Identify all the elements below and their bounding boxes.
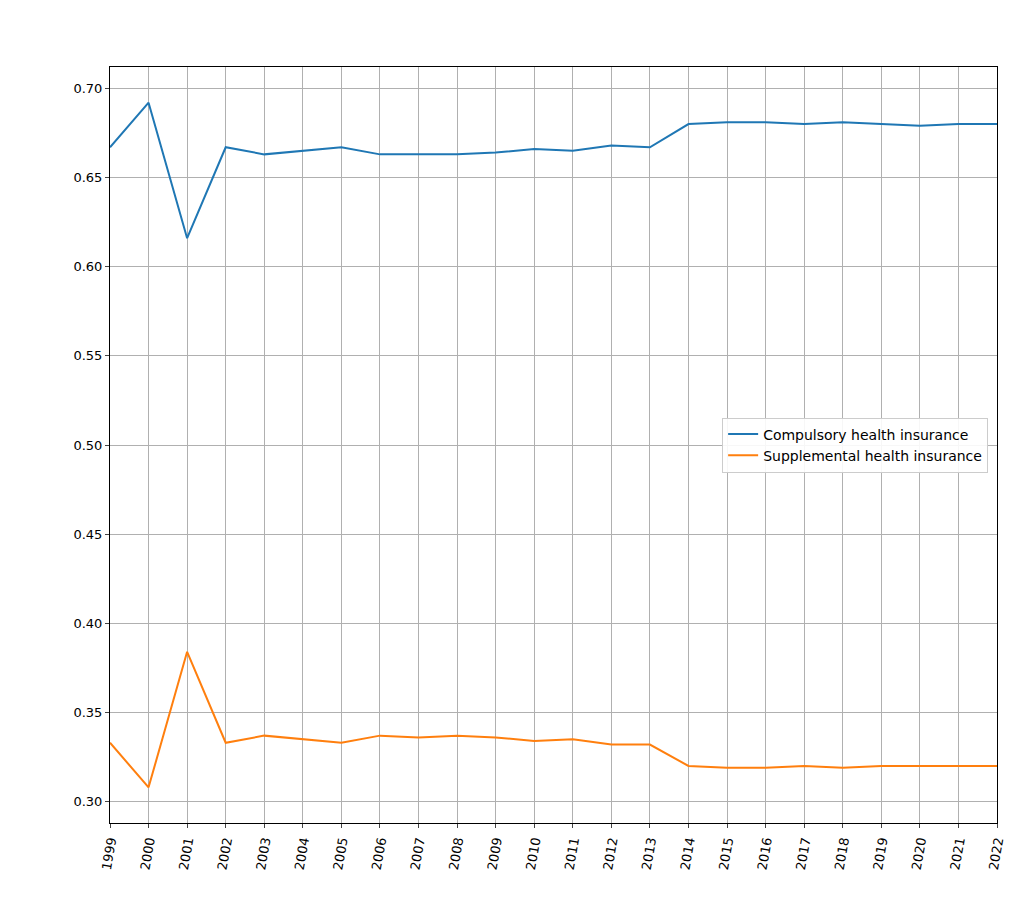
svg-text:2011: 2011 <box>562 836 583 871</box>
svg-text:0.45: 0.45 <box>73 527 102 542</box>
svg-text:0.40: 0.40 <box>73 616 102 631</box>
svg-text:Supplemental health insurance: Supplemental health insurance <box>763 448 982 464</box>
svg-text:0.55: 0.55 <box>73 348 102 363</box>
svg-text:2004: 2004 <box>292 836 313 871</box>
svg-text:2000: 2000 <box>137 836 158 871</box>
svg-text:2022: 2022 <box>986 836 1007 871</box>
svg-text:0.70: 0.70 <box>73 81 102 96</box>
svg-text:2006: 2006 <box>369 836 390 871</box>
svg-text:Compulsory health insurance: Compulsory health insurance <box>763 427 968 443</box>
svg-text:2009: 2009 <box>484 836 505 871</box>
svg-text:2021: 2021 <box>947 836 968 871</box>
svg-text:2014: 2014 <box>677 836 698 871</box>
svg-text:2013: 2013 <box>639 836 660 871</box>
svg-text:2017: 2017 <box>793 836 814 871</box>
svg-text:2019: 2019 <box>870 836 891 871</box>
svg-text:2010: 2010 <box>523 836 544 871</box>
svg-text:2007: 2007 <box>407 836 428 871</box>
svg-text:2005: 2005 <box>330 836 351 871</box>
svg-text:0.60: 0.60 <box>73 259 102 274</box>
svg-text:1999: 1999 <box>99 836 120 871</box>
svg-text:2008: 2008 <box>446 836 467 871</box>
svg-text:2002: 2002 <box>215 836 236 871</box>
svg-text:0.50: 0.50 <box>73 438 102 453</box>
svg-text:2016: 2016 <box>754 836 775 871</box>
svg-text:2015: 2015 <box>716 836 737 871</box>
svg-text:2003: 2003 <box>253 836 274 871</box>
svg-text:2001: 2001 <box>176 836 197 871</box>
svg-text:2018: 2018 <box>832 836 853 871</box>
svg-text:2012: 2012 <box>600 836 621 871</box>
svg-text:0.65: 0.65 <box>73 170 102 185</box>
svg-text:2020: 2020 <box>909 836 930 871</box>
svg-text:0.35: 0.35 <box>73 705 102 720</box>
svg-text:0.30: 0.30 <box>73 794 102 809</box>
